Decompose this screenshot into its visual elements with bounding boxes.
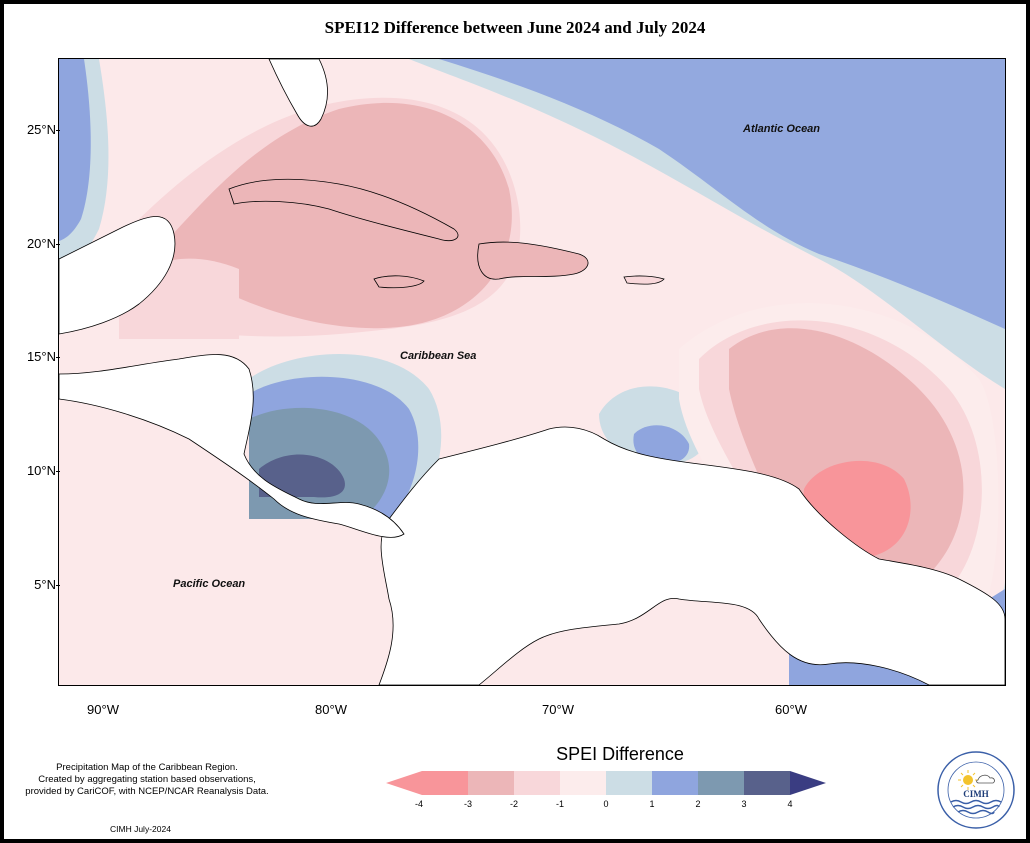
legend-swatch-5 xyxy=(606,771,652,795)
legend-swatch-4 xyxy=(560,771,606,795)
legend-tick-4: -1 xyxy=(555,799,564,809)
legend-tick-9: 4 xyxy=(787,799,793,809)
legend-swatch-8 xyxy=(744,771,790,795)
lat-label-10n: 10°N xyxy=(0,463,60,478)
lon-label-80w: 80°W xyxy=(315,702,347,717)
lat-label-5n: 5°N xyxy=(0,577,60,592)
map-fill xyxy=(59,59,1005,685)
legend-tick-2: -3 xyxy=(463,799,472,809)
legend-tick-5: 0 xyxy=(603,799,609,809)
legend-swatch-6 xyxy=(652,771,698,795)
lat-label-20n: 20°N xyxy=(0,236,60,251)
credit-line-2: Created by aggregating station based obs… xyxy=(38,774,256,785)
legend-swatch-7 xyxy=(698,771,744,795)
legend-tick-7: 2 xyxy=(695,799,701,809)
caribbean-sea-label: Caribbean Sea xyxy=(400,350,477,362)
legend-swatch-3 xyxy=(514,771,560,795)
legend-swatch-2 xyxy=(468,771,514,795)
credit-date: CIMH July-2024 xyxy=(110,824,171,834)
pacific-ocean-label: Pacific Ocean xyxy=(173,578,246,590)
legend-tick-3: -2 xyxy=(509,799,518,809)
legend-tick-6: 1 xyxy=(649,799,655,809)
lon-label-60w: 60°W xyxy=(775,702,807,717)
legend-colorbar xyxy=(386,771,826,795)
legend-title: SPEI Difference xyxy=(556,744,684,764)
legend-tick-8: 3 xyxy=(741,799,747,809)
legend-arrow-left xyxy=(386,771,422,795)
logo-text: CIMH xyxy=(963,789,989,799)
spei-map xyxy=(58,58,1006,686)
credit-line-3: provided by CariCOF, with NCEP/NCAR Rean… xyxy=(25,786,269,797)
map-title: SPEI12 Difference between June 2024 and … xyxy=(324,18,706,37)
atlantic-ocean-label: Atlantic Ocean xyxy=(743,123,821,135)
lon-label-70w: 70°W xyxy=(542,702,574,717)
lat-label-15n: 15°N xyxy=(0,349,60,364)
legend-arrow-right xyxy=(790,771,826,795)
legend-swatch-1 xyxy=(422,771,468,795)
lon-label-90w: 90°W xyxy=(87,702,119,717)
credit-text: Precipitation Map of the Caribbean Regio… xyxy=(12,762,282,798)
legend-tick-1: -4 xyxy=(414,799,423,809)
cimh-logo: CIMH xyxy=(937,751,1015,829)
lat-label-25n: 25°N xyxy=(0,122,60,137)
credit-line-1: Precipitation Map of the Caribbean Regio… xyxy=(56,762,238,773)
